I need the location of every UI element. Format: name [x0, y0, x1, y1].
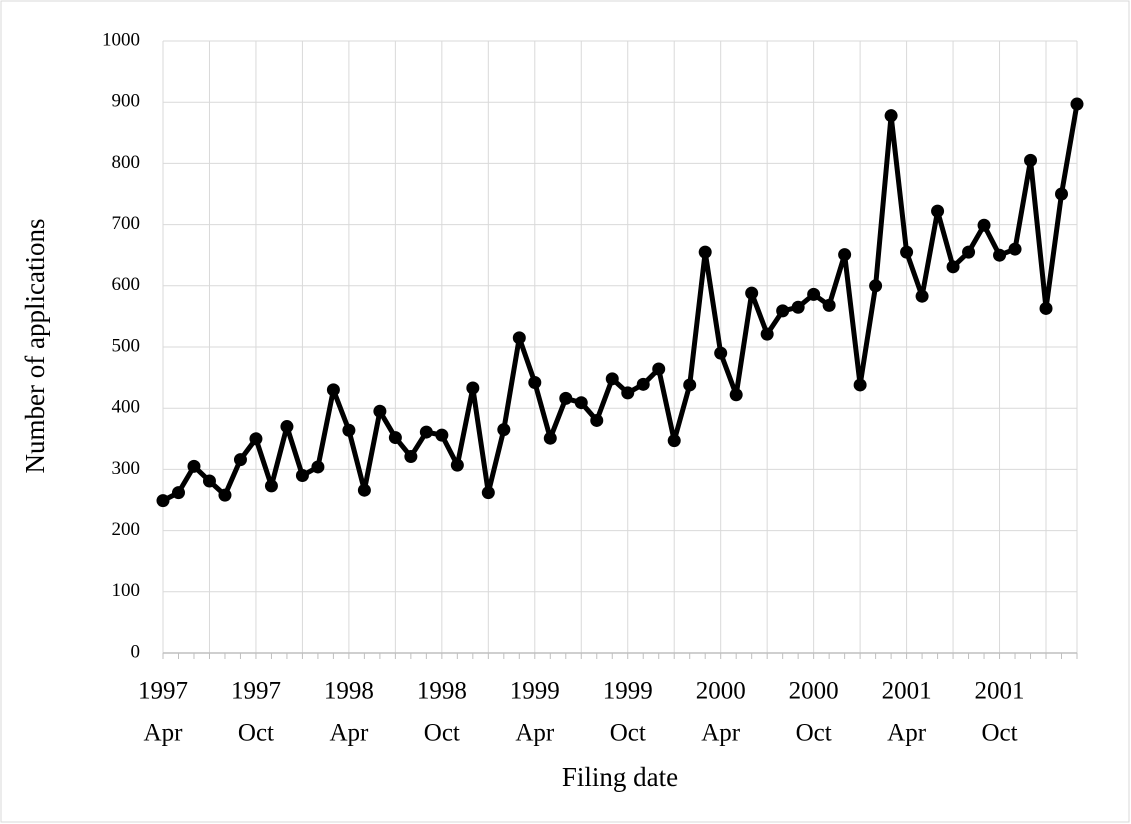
point-marker	[853, 378, 867, 392]
point-marker	[419, 425, 433, 439]
point-marker	[574, 396, 588, 410]
point-marker	[326, 383, 340, 397]
point-marker	[388, 431, 402, 445]
point-marker	[497, 423, 511, 437]
point-marker	[543, 431, 557, 445]
point-marker	[822, 298, 836, 312]
point-marker	[993, 248, 1007, 262]
point-marker	[729, 388, 743, 402]
point-marker	[187, 459, 201, 473]
x-tick-label: Apr	[515, 720, 555, 747]
x-tick-label: 1997	[138, 678, 188, 705]
x-tick-label: 1998	[324, 678, 374, 705]
point-marker	[931, 204, 945, 218]
point-marker	[683, 378, 697, 392]
point-marker	[466, 381, 480, 395]
point-marker	[1070, 97, 1084, 111]
point-marker	[1024, 153, 1038, 167]
x-tick-label: Apr	[887, 720, 927, 747]
point-marker	[280, 420, 294, 434]
x-tick-label: Oct	[610, 720, 646, 747]
point-marker	[373, 404, 387, 418]
x-tick-label: Apr	[329, 720, 369, 747]
x-tick-label: 2000	[789, 678, 839, 705]
point-marker	[202, 474, 216, 488]
x-tick-label: Apr	[701, 720, 741, 747]
point-marker	[667, 434, 681, 448]
point-marker	[946, 260, 960, 274]
y-tick-label: 100	[112, 580, 141, 601]
y-tick-label: 0	[131, 641, 141, 662]
point-marker	[404, 450, 418, 464]
y-axis-label: Number of applications	[20, 219, 50, 474]
point-marker	[714, 346, 728, 360]
point-marker	[264, 479, 278, 493]
y-tick-label: 700	[112, 213, 141, 234]
x-axis-label: Filing date	[562, 762, 678, 792]
y-tick-label: 500	[112, 335, 141, 356]
point-marker	[435, 428, 449, 442]
point-marker	[776, 304, 790, 318]
point-marker	[342, 423, 356, 437]
point-marker	[559, 391, 573, 405]
point-marker	[481, 486, 495, 500]
point-marker	[915, 289, 929, 303]
point-marker	[233, 453, 247, 467]
point-marker	[512, 331, 526, 345]
point-marker	[652, 362, 666, 376]
point-marker	[977, 218, 991, 232]
point-marker	[1039, 301, 1053, 315]
point-marker	[249, 432, 263, 446]
y-tick-label: 800	[112, 152, 141, 173]
x-tick-label: Oct	[238, 720, 274, 747]
x-tick-label: 1997	[231, 678, 281, 705]
x-tick-label: 1998	[417, 678, 467, 705]
point-marker	[171, 486, 185, 500]
point-marker	[218, 488, 232, 502]
x-tick-label: Oct	[424, 720, 460, 747]
point-marker	[807, 287, 821, 301]
point-marker	[156, 494, 170, 508]
point-marker	[838, 248, 852, 262]
y-tick-label: 400	[112, 397, 141, 418]
x-tick-label: Oct	[981, 720, 1017, 747]
y-tick-label: 900	[112, 91, 141, 112]
point-marker	[760, 327, 774, 341]
point-marker	[311, 460, 325, 474]
y-tick-label: 200	[112, 519, 141, 540]
point-marker	[528, 375, 542, 389]
point-marker	[450, 458, 464, 472]
point-marker	[1055, 187, 1069, 201]
x-tick-label: Oct	[796, 720, 832, 747]
x-tick-label: 2001	[882, 678, 932, 705]
y-tick-label: 1000	[102, 29, 140, 50]
point-marker	[962, 245, 976, 259]
point-marker	[698, 245, 712, 259]
x-tick-label: 1999	[603, 678, 653, 705]
point-marker	[357, 483, 371, 497]
point-marker	[791, 300, 805, 314]
point-marker	[621, 386, 635, 400]
point-marker	[884, 109, 898, 123]
y-tick-label: 300	[112, 458, 141, 479]
x-tick-label: 2001	[975, 678, 1025, 705]
point-marker	[590, 413, 604, 427]
x-tick-label: Apr	[144, 720, 184, 747]
point-marker	[745, 286, 759, 300]
point-marker	[636, 377, 650, 391]
x-tick-label: 1999	[510, 678, 560, 705]
point-marker	[605, 372, 619, 386]
y-tick-label: 600	[112, 274, 141, 295]
x-tick-label: 2000	[696, 678, 746, 705]
point-marker	[869, 279, 883, 293]
point-marker	[900, 245, 914, 259]
point-marker	[295, 469, 309, 483]
point-marker	[1008, 242, 1022, 256]
